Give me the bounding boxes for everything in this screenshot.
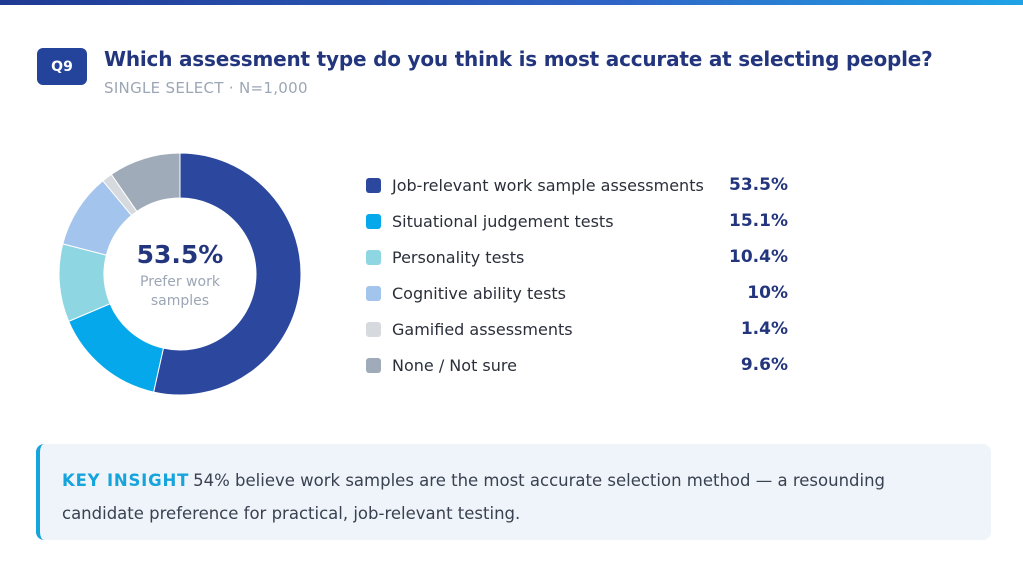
donut-svg [58,152,302,396]
insight-text: KEY INSIGHT 54% believe work samples are … [62,464,969,530]
chart-legend: Job-relevant work sample assessments 53.5… [366,167,788,383]
legend-row: Cognitive ability tests 10% [366,275,788,311]
top-accent-bar [0,0,1023,5]
legend-label: None / Not sure [392,355,517,375]
legend-value: 1.4% [740,319,788,339]
legend-value: 15.1% [729,211,788,231]
legend-value: 9.6% [740,355,788,375]
legend-value: 10.4% [729,247,788,267]
legend-swatch [366,213,381,229]
legend-value: 10% [747,283,788,303]
legend-row: None / Not sure 9.6% [366,347,788,383]
legend-swatch [366,285,381,301]
legend-row: Personality tests 10.4% [366,239,788,275]
legend-row: Job-relevant work sample assessments 53.5… [366,167,788,203]
donut-chart: 53.5% Prefer work samples [58,152,302,396]
legend-label: Job-relevant work sample assessments [392,175,704,195]
donut-center-value: 53.5% [136,239,224,269]
donut-center-label: Prefer work samples [140,273,220,309]
legend-row: Situational judgement tests 15.1% [366,203,788,239]
donut-slice-5 [110,152,181,213]
insight-key-label: KEY INSIGHT [62,471,190,490]
donut-center: 53.5% Prefer work samples [58,152,302,396]
insight-body: 54% believe work samples are the most ac… [62,471,886,523]
legend-swatch [366,357,381,373]
donut-slice-0 [153,152,302,396]
question-title: Which assessment type do you think is mo… [104,47,933,71]
question-subtitle: SINGLE SELECT · N=1,000 [104,79,308,97]
legend-swatch [366,249,381,265]
legend-label: Cognitive ability tests [392,283,567,303]
legend-swatch [366,321,381,337]
key-insight-box: KEY INSIGHT 54% believe work samples are … [36,444,991,540]
legend-label: Personality tests [392,247,525,267]
legend-label: Situational judgement tests [392,211,614,231]
legend-row: Gamified assessments 1.4% [366,311,788,347]
question-badge: Q9 [37,48,87,85]
legend-value: 53.5% [729,175,788,195]
legend-swatch [366,177,381,193]
legend-label: Gamified assessments [392,319,573,339]
